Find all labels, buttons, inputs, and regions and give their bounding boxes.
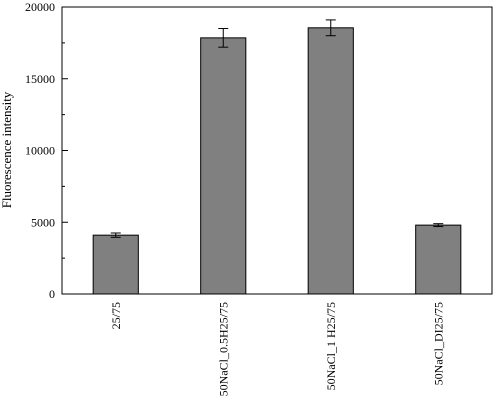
y-tick-label: 0 [49, 287, 55, 301]
x-tick-label: 50NaCl_DI25/75 [431, 302, 445, 385]
bar [307, 27, 354, 295]
y-axis-label: Fluorescence intensity [0, 91, 14, 208]
bar [200, 37, 247, 295]
plot-frame [61, 6, 493, 295]
error-bars [110, 19, 444, 238]
y-tick-label: 15000 [25, 72, 55, 86]
x-axis: 25/75 50NaCl_0.5H25/75 50NaCl_1 H25/75 50Na… [109, 289, 445, 396]
bar [92, 234, 139, 295]
bar [415, 224, 462, 295]
y-tick-label: 10000 [25, 144, 55, 158]
x-tick-label: 50NaCl_1 H25/75 [324, 302, 338, 390]
bars [92, 27, 462, 295]
x-tick-label: 50NaCl_0.5H25/75 [216, 302, 230, 396]
y-axis: 0 5000 10000 15000 20000 [25, 0, 68, 301]
y-tick-label: 20000 [25, 0, 55, 14]
y-tick-label: 5000 [31, 215, 55, 229]
x-tick-label: 25/75 [109, 302, 123, 329]
